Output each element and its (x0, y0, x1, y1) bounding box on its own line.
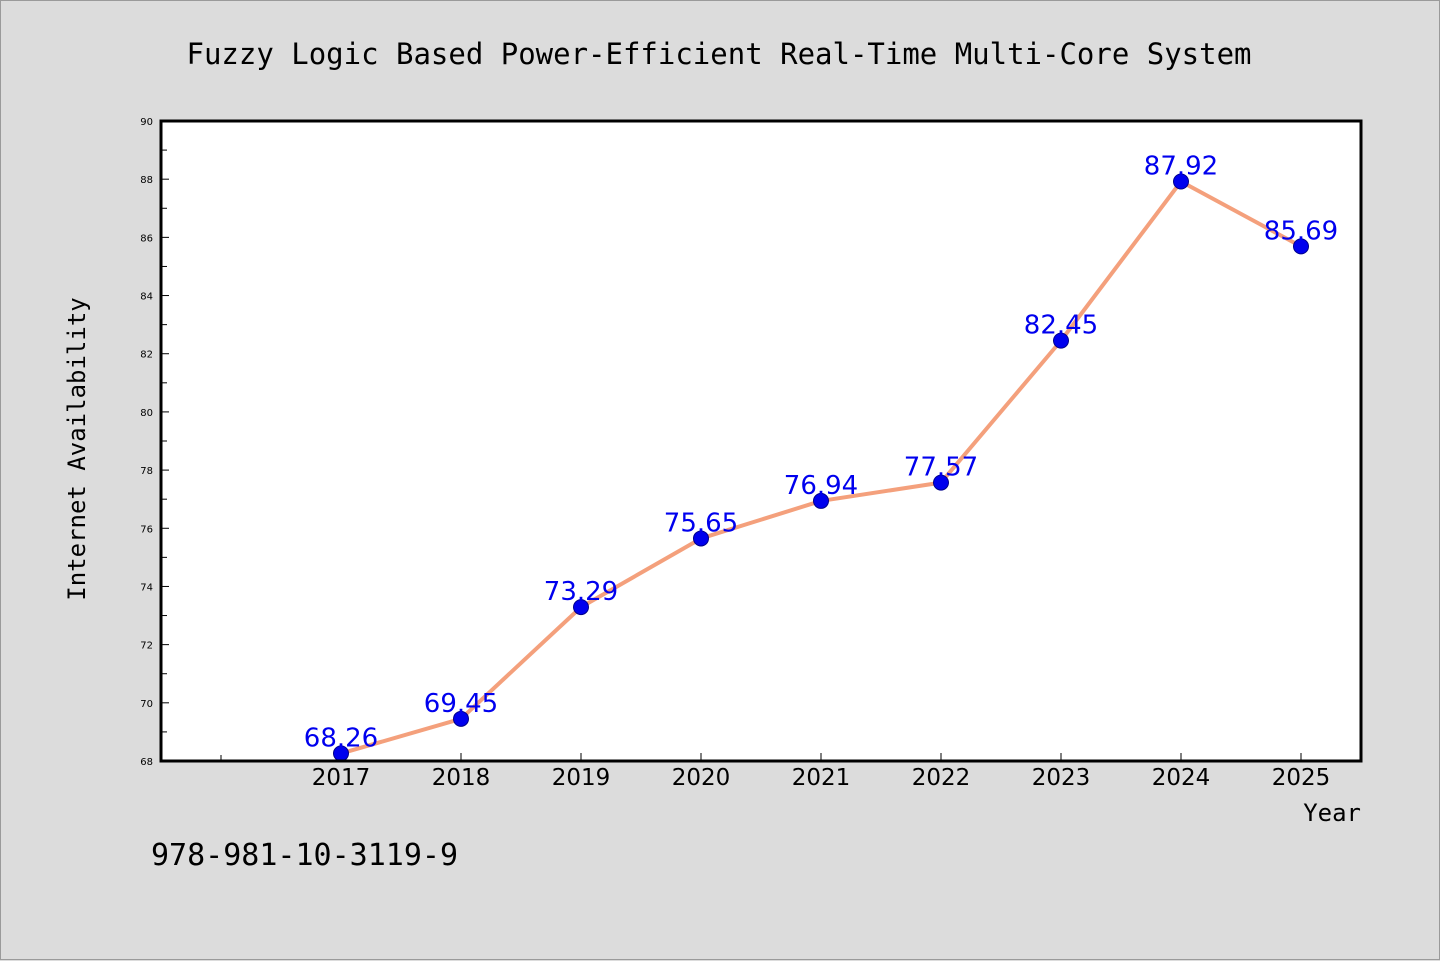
data-labels: 68.26 69.45 73.29 75.65 76.94 77.57 82.45 87.92… (304, 152, 1338, 754)
data-label: 82.45 (1024, 311, 1098, 341)
x-tick-label: 2020 (672, 765, 731, 791)
x-tick-label: 2018 (432, 765, 491, 791)
data-label: 76.94 (784, 471, 858, 501)
x-tick-label: 2025 (1272, 765, 1331, 791)
y-tick-label: 74 (140, 582, 153, 593)
y-tick-label: 80 (140, 408, 153, 419)
y-tick-label: 78 (140, 466, 153, 477)
x-tick-label: 2022 (912, 765, 971, 791)
data-point (453, 710, 469, 727)
y-tick-label: 86 (140, 233, 153, 244)
plot-border (159, 119, 1363, 763)
y-tick-label: 72 (140, 641, 153, 652)
series-layer (333, 173, 1309, 762)
isbn-footer: 978-981-10-3119-9 (151, 838, 458, 873)
x-axis-label: Year (1303, 799, 1361, 827)
y-tick-label: 76 (140, 524, 153, 535)
plot-area (161, 121, 1361, 761)
data-point (933, 474, 949, 491)
y-tick-label: 70 (140, 699, 153, 710)
x-tick-label: 2019 (552, 765, 611, 791)
y-tick-label: 88 (140, 175, 153, 186)
chart-title: Fuzzy Logic Based Power-Efficient Real-T… (186, 37, 1251, 71)
y-tick-label: 82 (140, 350, 153, 361)
y-axis-label: Internet Availability (63, 297, 91, 600)
data-label: 85.69 (1264, 216, 1338, 246)
x-axis: 2017 2018 2019 2020 2021 2022 2023 2024 2025 (220, 753, 1331, 791)
data-point (693, 530, 709, 547)
data-label: 87.92 (1144, 152, 1218, 182)
y-tick-label: 84 (140, 292, 153, 303)
x-tick-label: 2023 (1032, 765, 1091, 791)
y-tick-label: 90 (140, 117, 153, 128)
data-label: 75.65 (664, 508, 738, 538)
x-tick-label: 2024 (1152, 765, 1211, 791)
data-label: 68.26 (304, 723, 378, 753)
data-point (573, 599, 589, 616)
data-point (1053, 332, 1069, 349)
data-label: 73.29 (544, 577, 618, 607)
data-point (1173, 173, 1189, 190)
x-tick-label: 2017 (312, 765, 371, 791)
data-point (1293, 238, 1309, 255)
data-label: 69.45 (424, 689, 498, 719)
y-tick-label: 68 (140, 757, 153, 768)
x-tick-label: 2021 (792, 765, 851, 791)
data-point (813, 492, 829, 509)
data-label: 77.57 (904, 453, 978, 483)
